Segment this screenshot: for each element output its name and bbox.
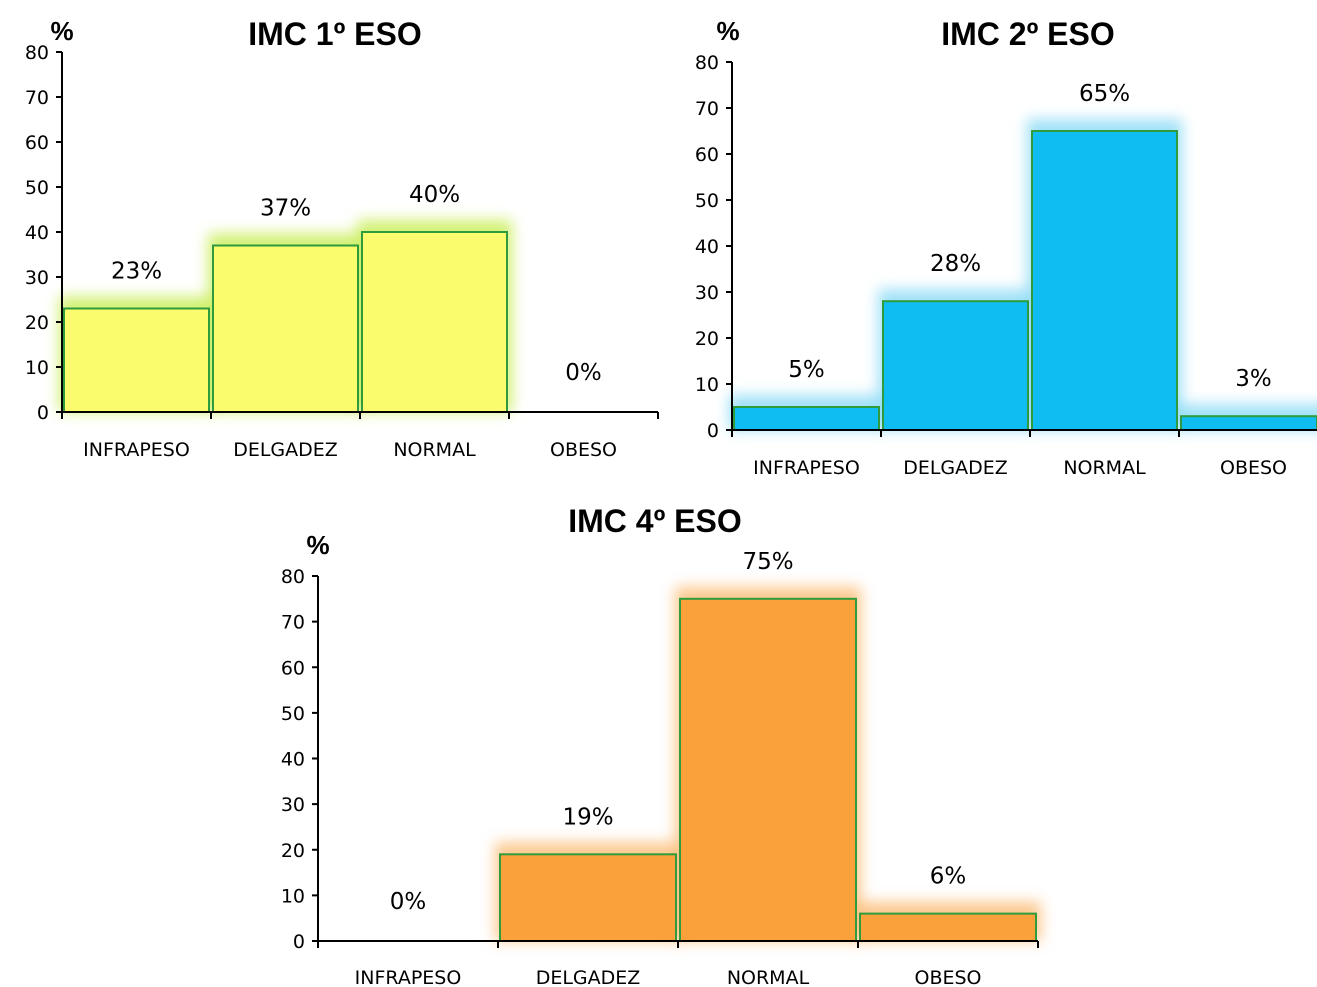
- bar-infrapeso: [63, 307, 210, 413]
- y-tick-label: 50: [695, 190, 719, 212]
- bar-delgadez: [499, 853, 677, 942]
- y-tick-label: 20: [281, 840, 305, 862]
- data-label-infrapeso: 23%: [111, 259, 162, 285]
- chart-title: IMC 4º ESO: [568, 503, 742, 539]
- y-tick-label: 80: [25, 42, 49, 64]
- chart-title: IMC 2º ESO: [941, 16, 1115, 52]
- y-tick-label: 60: [25, 132, 49, 154]
- bar-obeso: [1180, 415, 1317, 432]
- data-label-infrapeso: 5%: [788, 357, 825, 383]
- y-tick-label: 80: [695, 52, 719, 74]
- y-tick-label: 20: [695, 328, 719, 350]
- data-label-obeso: 0%: [565, 360, 602, 386]
- y-tick-label: 70: [695, 98, 719, 120]
- category-label-obeso: OBESO: [914, 967, 981, 987]
- category-label-delgadez: DELGADEZ: [903, 457, 1008, 479]
- bar-delgadez: [212, 244, 359, 413]
- y-tick-label: 10: [25, 357, 49, 379]
- y-tick-label: 0: [707, 420, 719, 442]
- y-tick-label: 70: [281, 612, 305, 634]
- data-label-normal: 75%: [742, 549, 793, 575]
- category-label-delgadez: DELGADEZ: [233, 439, 338, 461]
- category-label-infrapeso: INFRAPESO: [355, 967, 462, 987]
- category-label-normal: NORMAL: [1063, 457, 1146, 479]
- y-tick-label: 80: [281, 566, 305, 588]
- bar-normal: [361, 231, 508, 413]
- y-tick-label: 0: [293, 931, 305, 953]
- y-tick-label: 40: [695, 236, 719, 258]
- chart-title: IMC 1º ESO: [248, 16, 422, 52]
- y-tick-label: 30: [25, 267, 49, 289]
- chart-imc-2-eso: IMC 2º ESO% 5% INFRAPESO 28% DELGADEZ 65% NORM…: [695, 16, 1317, 479]
- y-tick-label: 40: [25, 222, 49, 244]
- category-label-delgadez: DELGADEZ: [536, 967, 641, 987]
- chart-imc-1-eso: IMC 1º ESO% 23% INFRAPESO 37% DELGADEZ 40% NOR…: [25, 16, 659, 461]
- y-tick-label: 60: [281, 657, 305, 679]
- data-label-delgadez: 37%: [260, 196, 311, 222]
- y-tick-label: 30: [695, 282, 719, 304]
- y-tick-label: 50: [281, 703, 305, 725]
- bar-normal: [679, 597, 857, 942]
- data-label-infrapeso: 0%: [390, 889, 427, 915]
- data-label-delgadez: 28%: [930, 251, 981, 277]
- category-label-obeso: OBESO: [1220, 457, 1287, 479]
- bar-infrapeso: [733, 406, 880, 431]
- y-tick-label: 70: [25, 87, 49, 109]
- bar-delgadez: [882, 300, 1029, 432]
- y-tick-label: 50: [25, 177, 49, 199]
- y-tick-label: 40: [281, 749, 305, 771]
- category-label-infrapeso: INFRAPESO: [83, 439, 190, 461]
- bar-obeso: [859, 912, 1037, 942]
- data-label-normal: 65%: [1079, 81, 1130, 107]
- y-tick-label: 20: [25, 312, 49, 334]
- y-tick-label: 30: [281, 794, 305, 816]
- y-tick-label: 0: [37, 402, 49, 424]
- data-label-delgadez: 19%: [562, 804, 613, 830]
- y-tick-label: 60: [695, 144, 719, 166]
- category-label-infrapeso: INFRAPESO: [753, 457, 860, 479]
- y-axis-unit-label: %: [716, 16, 739, 46]
- y-axis-unit-label: %: [50, 16, 73, 46]
- category-label-normal: NORMAL: [393, 439, 476, 461]
- y-tick-label: 10: [695, 374, 719, 396]
- data-label-obeso: 3%: [1235, 366, 1272, 392]
- category-label-normal: NORMAL: [727, 967, 810, 987]
- chart-imc-4-eso: IMC 4º ESO% 0% INFRAPESO 19% DELGADEZ 75% NORM…: [281, 503, 1041, 987]
- bar-normal: [1031, 130, 1178, 431]
- y-tick-label: 10: [281, 885, 305, 907]
- data-label-obeso: 6%: [930, 864, 967, 890]
- data-label-normal: 40%: [409, 182, 460, 208]
- category-label-obeso: OBESO: [550, 439, 617, 461]
- y-axis-unit-label: %: [306, 530, 329, 560]
